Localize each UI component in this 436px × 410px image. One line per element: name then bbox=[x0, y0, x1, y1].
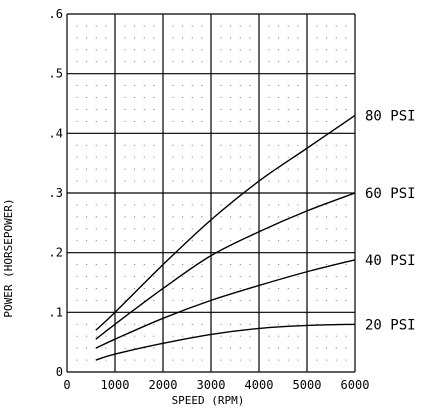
y-axis-title: POWER (HORSEPOWER) bbox=[2, 198, 15, 317]
x-tick-label: 2000 bbox=[149, 378, 178, 392]
tick-labels: 0 1000 2000 3000 4000 5000 6000 0 .1 .2 .3 .4 .5 .6 bbox=[49, 7, 370, 392]
series-label: 20 PSI bbox=[365, 317, 416, 333]
minor-dot-grid bbox=[76, 25, 347, 361]
series-label: 80 PSI bbox=[365, 108, 416, 124]
x-tick-label: 1000 bbox=[101, 378, 130, 392]
y-tick-label: 0 bbox=[56, 365, 63, 379]
series-line bbox=[95, 114, 356, 331]
major-grid bbox=[66, 13, 356, 373]
series-labels: 80 PSI 60 PSI 40 PSI 20 PSI bbox=[365, 108, 416, 333]
series-line bbox=[95, 323, 356, 361]
y-tick-label: .5 bbox=[49, 67, 63, 81]
y-tick-label: .4 bbox=[49, 126, 63, 140]
x-tick-label: 0 bbox=[63, 378, 70, 392]
series-line bbox=[95, 259, 356, 349]
x-axis-title: SPEED (RPM) bbox=[172, 394, 245, 407]
y-tick-label: .1 bbox=[49, 305, 63, 319]
x-tick-label: 6000 bbox=[341, 378, 370, 392]
series-label: 60 PSI bbox=[365, 186, 416, 202]
y-tick-label: .3 bbox=[49, 186, 63, 200]
y-tick-label: .6 bbox=[49, 7, 63, 21]
x-tick-label: 4000 bbox=[245, 378, 274, 392]
minor-dots bbox=[76, 25, 347, 361]
x-tick-label: 5000 bbox=[293, 378, 322, 392]
x-tick-label: 3000 bbox=[197, 378, 226, 392]
y-tick-label: .2 bbox=[49, 246, 63, 260]
series-label: 40 PSI bbox=[365, 253, 416, 269]
series-line bbox=[95, 192, 356, 340]
series-lines bbox=[95, 114, 356, 361]
